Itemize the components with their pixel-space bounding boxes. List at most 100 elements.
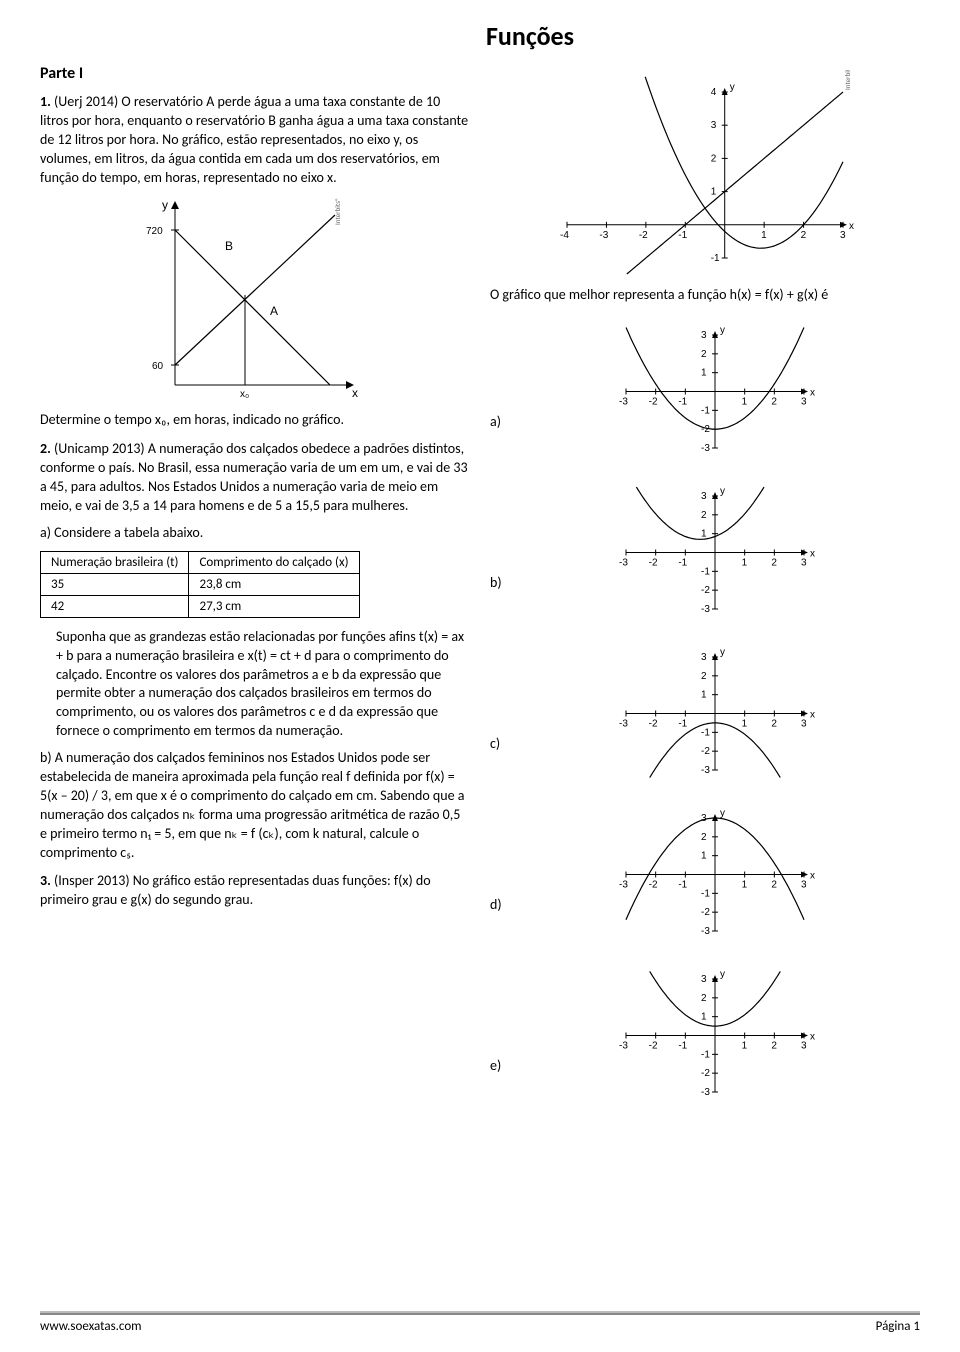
svg-text:2: 2	[701, 993, 707, 1004]
svg-text:-2: -2	[639, 230, 648, 241]
svg-text:2: 2	[701, 832, 707, 843]
svg-text:y: y	[720, 969, 725, 980]
opt-a-label: a)	[490, 413, 510, 470]
opt-c-chart: xy-3-2-1123-3-2-1123	[610, 641, 820, 786]
svg-text:2: 2	[771, 879, 777, 890]
svg-text:2: 2	[801, 230, 807, 241]
svg-text:3: 3	[801, 1040, 807, 1051]
q1-text: 1. (Uerj 2014) O reservatório A perde ág…	[40, 93, 470, 187]
svg-text:-3: -3	[701, 926, 710, 937]
svg-text:-2: -2	[649, 879, 658, 890]
svg-text:y: y	[162, 198, 168, 212]
svg-text:1: 1	[742, 879, 748, 890]
q3-number: 3.	[40, 872, 51, 889]
svg-text:-1: -1	[701, 727, 710, 738]
opt-c-row: c) xy-3-2-1123-3-2-1123	[490, 635, 920, 792]
opt-e-label: e)	[490, 1057, 510, 1114]
right-column: xy-4-3-2-1123-11234Interbits® O gráfico …	[490, 64, 920, 1118]
q2-th0: Numeração brasileira (t)	[41, 551, 189, 573]
svg-text:-3: -3	[599, 230, 608, 241]
svg-text:-2: -2	[649, 557, 658, 568]
q2-r1c1: 27,3 cm	[189, 595, 359, 617]
svg-text:3: 3	[801, 557, 807, 568]
q2-text: 2. (Unicamp 2013) A numeração dos calçad…	[40, 440, 470, 516]
q2-r0c1: 23,8 cm	[189, 573, 359, 595]
svg-text:Interbits®: Interbits®	[333, 198, 342, 225]
svg-text:-3: -3	[619, 1040, 628, 1051]
svg-text:y: y	[730, 82, 735, 93]
svg-text:1: 1	[711, 187, 717, 198]
svg-text:4: 4	[711, 87, 717, 98]
svg-text:-2: -2	[701, 907, 710, 918]
q3-text: 3. (Insper 2013) No gráfico estão repres…	[40, 872, 470, 910]
opt-d-chart: xy-3-2-1123-3-2-1123	[610, 802, 820, 947]
svg-text:y: y	[720, 647, 725, 658]
svg-text:-1: -1	[701, 888, 710, 899]
opt-b-row: b) xy-3-2-1123-3-2-1123	[490, 474, 920, 631]
svg-text:-3: -3	[701, 765, 710, 776]
svg-text:y: y	[720, 325, 725, 336]
q2-th1: Comprimento do calçado (x)	[189, 551, 359, 573]
opt-b-label: b)	[490, 574, 510, 631]
svg-text:-1: -1	[678, 1040, 687, 1051]
svg-text:3: 3	[801, 396, 807, 407]
svg-text:-2: -2	[701, 1068, 710, 1079]
svg-text:1: 1	[742, 396, 748, 407]
svg-text:1: 1	[701, 690, 707, 701]
svg-text:1: 1	[742, 1040, 748, 1051]
q2-table: Numeração brasileira (t) Comprimento do …	[40, 551, 360, 618]
q1-label-B: B	[225, 239, 233, 253]
svg-text:-1: -1	[678, 557, 687, 568]
svg-text:x: x	[810, 548, 815, 559]
svg-text:1: 1	[701, 851, 707, 862]
q2-b-body: b) A numeração dos calçados femininos no…	[40, 749, 470, 862]
svg-text:1: 1	[701, 368, 707, 379]
svg-text:2: 2	[771, 1040, 777, 1051]
svg-text:x: x	[810, 709, 815, 720]
svg-text:-1: -1	[678, 230, 687, 241]
left-column: Parte I 1. (Uerj 2014) O reservatório A …	[40, 64, 470, 1118]
svg-text:1: 1	[701, 1012, 707, 1023]
svg-text:-3: -3	[619, 718, 628, 729]
svg-text:3: 3	[840, 230, 846, 241]
q2-source: (Unicamp 2013)	[54, 440, 145, 457]
svg-text:-3: -3	[619, 396, 628, 407]
svg-text:3: 3	[801, 718, 807, 729]
svg-text:-2: -2	[701, 585, 710, 596]
opt-a-row: a) xy-3-2-1123-3-2-1123	[490, 313, 920, 470]
q1-label-x0: x₀	[240, 389, 249, 400]
q3-prompt: O gráfico que melhor representa a função…	[490, 286, 920, 305]
svg-text:-2: -2	[701, 746, 710, 757]
opt-e-chart: xy-3-2-1123-3-2-1123	[610, 963, 820, 1108]
svg-text:x: x	[810, 1031, 815, 1042]
svg-text:2: 2	[701, 510, 707, 521]
svg-text:2: 2	[771, 557, 777, 568]
svg-text:x: x	[849, 221, 854, 232]
q1-chart: y x 720 60 A B x₀ Interbits®	[140, 195, 370, 405]
q2-a-body: Suponha que as grandezas estão relaciona…	[40, 628, 470, 741]
svg-text:1: 1	[761, 230, 767, 241]
svg-text:1: 1	[742, 557, 748, 568]
svg-text:-1: -1	[678, 718, 687, 729]
svg-text:3: 3	[701, 330, 707, 341]
svg-text:-3: -3	[701, 443, 710, 454]
svg-text:2: 2	[701, 349, 707, 360]
q1-after: Determine o tempo x₀, em horas, indicado…	[40, 411, 470, 430]
svg-text:3: 3	[701, 491, 707, 502]
q1-label-A: A	[270, 304, 278, 318]
svg-text:-1: -1	[701, 1049, 710, 1060]
q1-ylabel-60: 60	[152, 361, 164, 372]
svg-text:x: x	[352, 386, 358, 400]
q2-r1c0: 42	[41, 595, 189, 617]
svg-text:3: 3	[701, 974, 707, 985]
svg-text:-4: -4	[560, 230, 569, 241]
svg-text:-2: -2	[701, 424, 710, 435]
svg-text:-1: -1	[678, 396, 687, 407]
q3-source: (Insper 2013)	[54, 872, 130, 889]
svg-text:1: 1	[701, 529, 707, 540]
svg-text:-3: -3	[701, 1087, 710, 1098]
q3-stem-chart: xy-4-3-2-1123-11234Interbits®	[545, 70, 865, 280]
svg-text:y: y	[720, 808, 725, 819]
opt-d-row: d) xy-3-2-1123-3-2-1123	[490, 796, 920, 953]
svg-text:-1: -1	[711, 253, 720, 264]
